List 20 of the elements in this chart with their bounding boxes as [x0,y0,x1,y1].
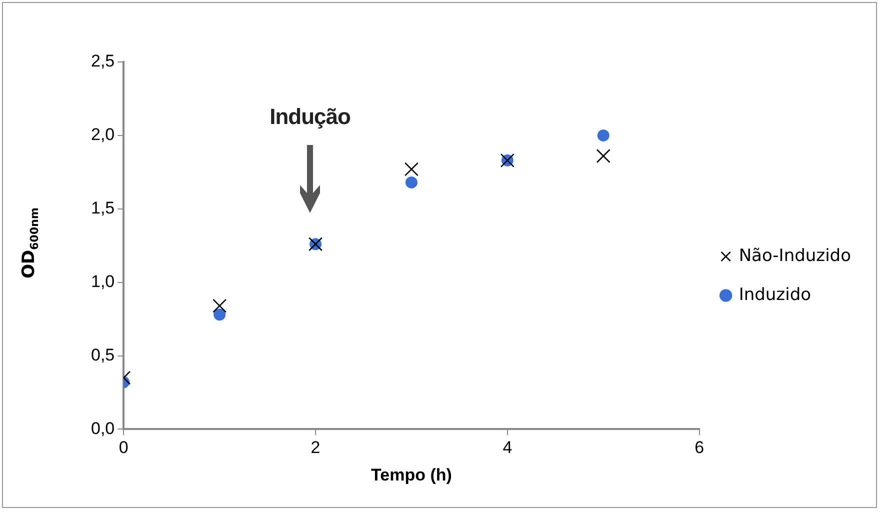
point [596,148,610,164]
x-tick-label: 2 [310,438,320,458]
y-tick-label: 2,5 [90,52,115,71]
point [404,162,418,176]
x-tick-label: 0 [118,438,128,458]
point [212,298,227,313]
x-axis-title: Tempo (h) [371,465,452,484]
annotation: Indução [270,104,350,130]
point [214,308,226,321]
y-tick-label: 0,5 [90,345,115,364]
y-tick-label: 2,0 [90,125,115,144]
point [405,176,418,188]
legend-label: Induzido [738,284,812,305]
y-tick-label: 1,5 [90,198,115,218]
y-tick-label: 0,0 [90,418,115,438]
y-tick-label: 1,0 [90,272,115,292]
x-tick-label: 4 [502,438,512,458]
legend-label: Não-Induzido [738,246,852,266]
x-tick-label: 6 [694,438,704,458]
point [597,129,610,142]
